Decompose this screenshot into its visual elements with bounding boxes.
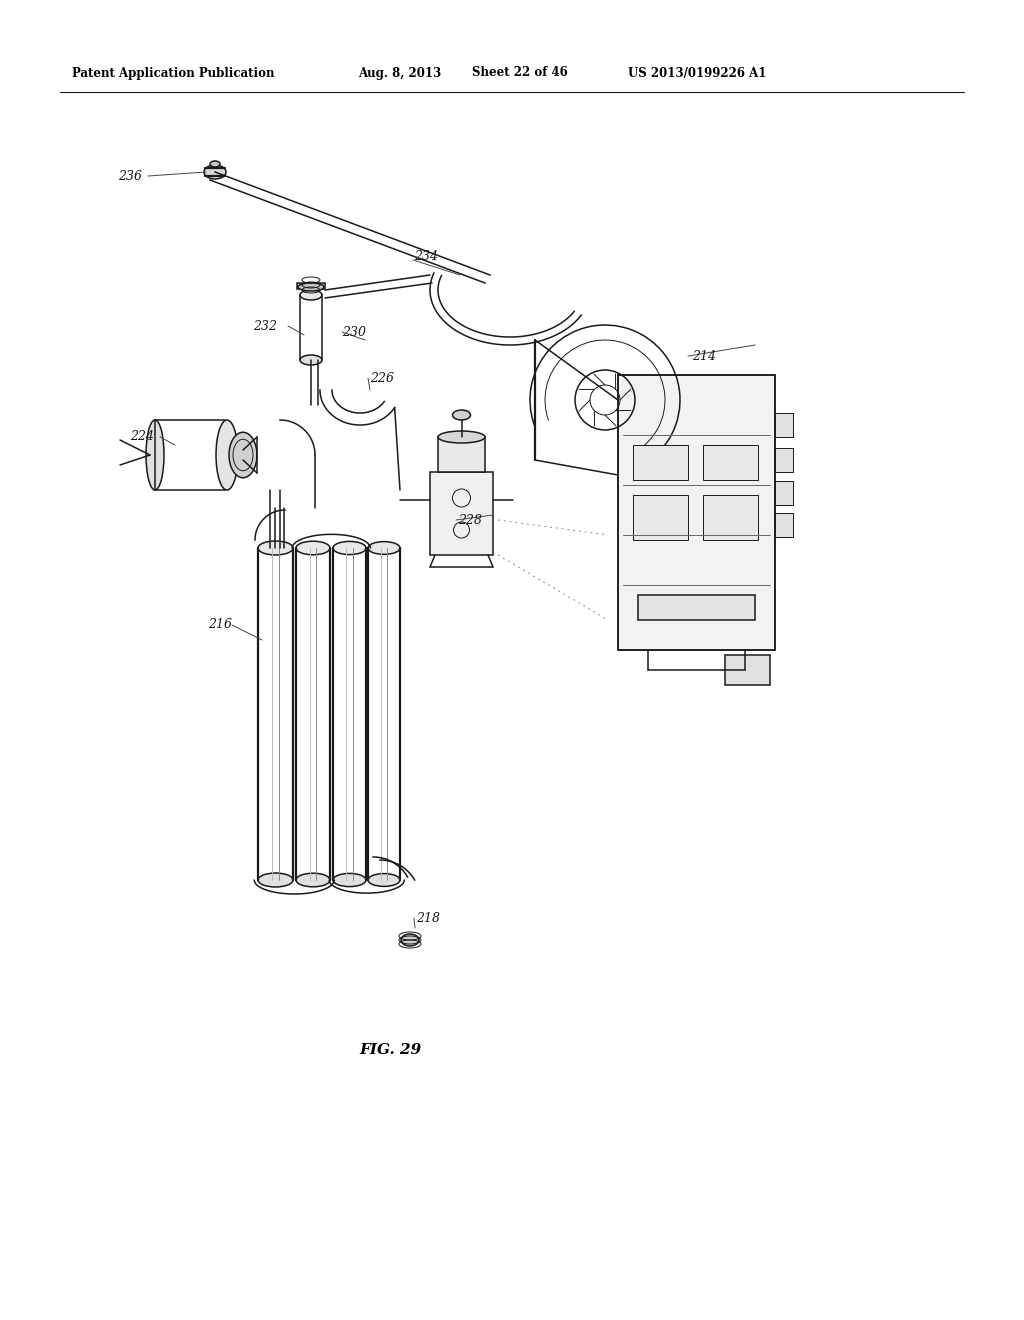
Ellipse shape bbox=[296, 874, 330, 887]
Text: FIG. 29: FIG. 29 bbox=[358, 1043, 421, 1057]
Bar bbox=[725, 655, 770, 685]
Bar bbox=[703, 495, 758, 540]
Ellipse shape bbox=[368, 541, 400, 554]
Text: 226: 226 bbox=[370, 371, 394, 384]
Bar bbox=[618, 375, 775, 649]
Text: 228: 228 bbox=[458, 513, 482, 527]
Text: 232: 232 bbox=[253, 319, 278, 333]
Bar bbox=[775, 513, 793, 537]
Ellipse shape bbox=[298, 282, 324, 290]
Ellipse shape bbox=[296, 541, 330, 554]
Ellipse shape bbox=[258, 541, 293, 554]
Bar bbox=[703, 445, 758, 480]
Text: Sheet 22 of 46: Sheet 22 of 46 bbox=[472, 66, 567, 79]
Text: Patent Application Publication: Patent Application Publication bbox=[72, 66, 274, 79]
Text: 230: 230 bbox=[342, 326, 366, 338]
Bar bbox=[438, 437, 485, 473]
Text: Aug. 8, 2013: Aug. 8, 2013 bbox=[358, 66, 441, 79]
Text: 236: 236 bbox=[118, 169, 142, 182]
Ellipse shape bbox=[210, 161, 220, 168]
Ellipse shape bbox=[229, 432, 257, 478]
Bar bbox=[638, 595, 755, 620]
Text: 224: 224 bbox=[130, 430, 154, 444]
Ellipse shape bbox=[204, 165, 226, 180]
Ellipse shape bbox=[453, 411, 470, 420]
Text: 214: 214 bbox=[692, 350, 716, 363]
Bar bbox=[633, 495, 688, 540]
Text: US 2013/0199226 A1: US 2013/0199226 A1 bbox=[628, 66, 766, 79]
Bar bbox=[775, 447, 793, 473]
Bar bbox=[775, 413, 793, 437]
Ellipse shape bbox=[258, 873, 293, 887]
Bar bbox=[297, 282, 325, 289]
Ellipse shape bbox=[333, 874, 366, 887]
Ellipse shape bbox=[438, 432, 485, 444]
Bar bbox=[633, 445, 688, 480]
Ellipse shape bbox=[216, 420, 238, 490]
Ellipse shape bbox=[300, 355, 322, 366]
Ellipse shape bbox=[300, 290, 322, 300]
Bar bbox=[775, 480, 793, 506]
Bar bbox=[430, 473, 493, 554]
Text: 234: 234 bbox=[414, 249, 438, 263]
Ellipse shape bbox=[146, 420, 164, 490]
Text: 218: 218 bbox=[416, 912, 440, 924]
Ellipse shape bbox=[368, 874, 400, 887]
Text: 216: 216 bbox=[208, 619, 232, 631]
Ellipse shape bbox=[333, 541, 366, 554]
Ellipse shape bbox=[401, 935, 419, 946]
